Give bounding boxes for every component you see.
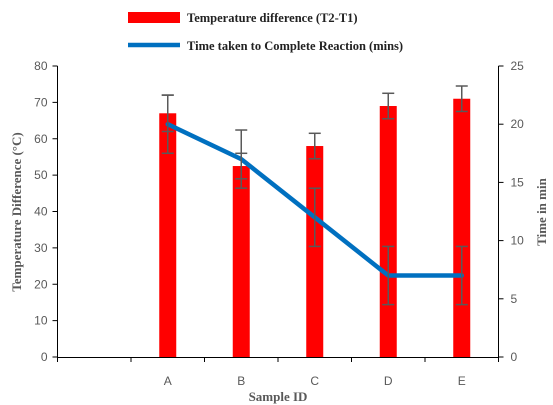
y-left-tick-label: 40 <box>34 205 48 219</box>
y-axis-left-ticks: 0 10 20 30 40 50 60 70 80 <box>34 59 58 364</box>
y-left-tick-label: 0 <box>41 350 48 364</box>
y-left-tick-label: 20 <box>34 277 48 291</box>
y-left-tick-label: 60 <box>34 132 48 146</box>
y-axis-right-title: Time in min <box>534 177 549 245</box>
bar <box>232 166 250 357</box>
y-right-tick-label: 25 <box>511 59 525 73</box>
y-left-tick-label: 80 <box>34 59 48 73</box>
y-right-tick-label: 5 <box>511 292 518 306</box>
line-error-bars <box>161 94 468 306</box>
bar <box>379 106 397 357</box>
x-axis-ticks: A B C D E <box>57 357 499 388</box>
legend-swatch-bar <box>128 12 180 23</box>
legend: Temperature difference (T2-T1) Time take… <box>128 11 403 53</box>
legend-label-time: Time taken to Complete Reaction (mins) <box>187 39 403 53</box>
bar <box>453 98 471 358</box>
bar <box>159 113 177 357</box>
x-tick-label: A <box>164 374 172 388</box>
y-left-tick-label: 10 <box>34 314 48 328</box>
x-tick-label: C <box>310 374 319 388</box>
y-right-tick-label: 20 <box>511 117 525 131</box>
x-axis-title: Sample ID <box>249 389 308 404</box>
y-axis-left-title: Temperature Difference (°C) <box>9 132 24 291</box>
x-tick-label: D <box>384 374 393 388</box>
y-axis-right-ticks: 0 5 10 15 20 25 <box>498 59 525 364</box>
y-left-tick-label: 30 <box>34 241 48 255</box>
plot-area: 0 10 20 30 40 50 60 70 80 0 5 10 15 20 25 A B C D E <box>34 59 524 388</box>
x-tick-label: B <box>237 374 245 388</box>
y-right-tick-label: 10 <box>511 234 525 248</box>
y-left-tick-label: 50 <box>34 168 48 182</box>
bar-series <box>159 98 471 358</box>
x-tick-label: E <box>458 374 466 388</box>
y-right-tick-label: 0 <box>511 350 518 364</box>
y-left-tick-label: 70 <box>34 95 48 109</box>
legend-label-temperature: Temperature difference (T2-T1) <box>187 11 358 25</box>
bar <box>306 146 324 357</box>
y-right-tick-label: 15 <box>511 175 525 189</box>
